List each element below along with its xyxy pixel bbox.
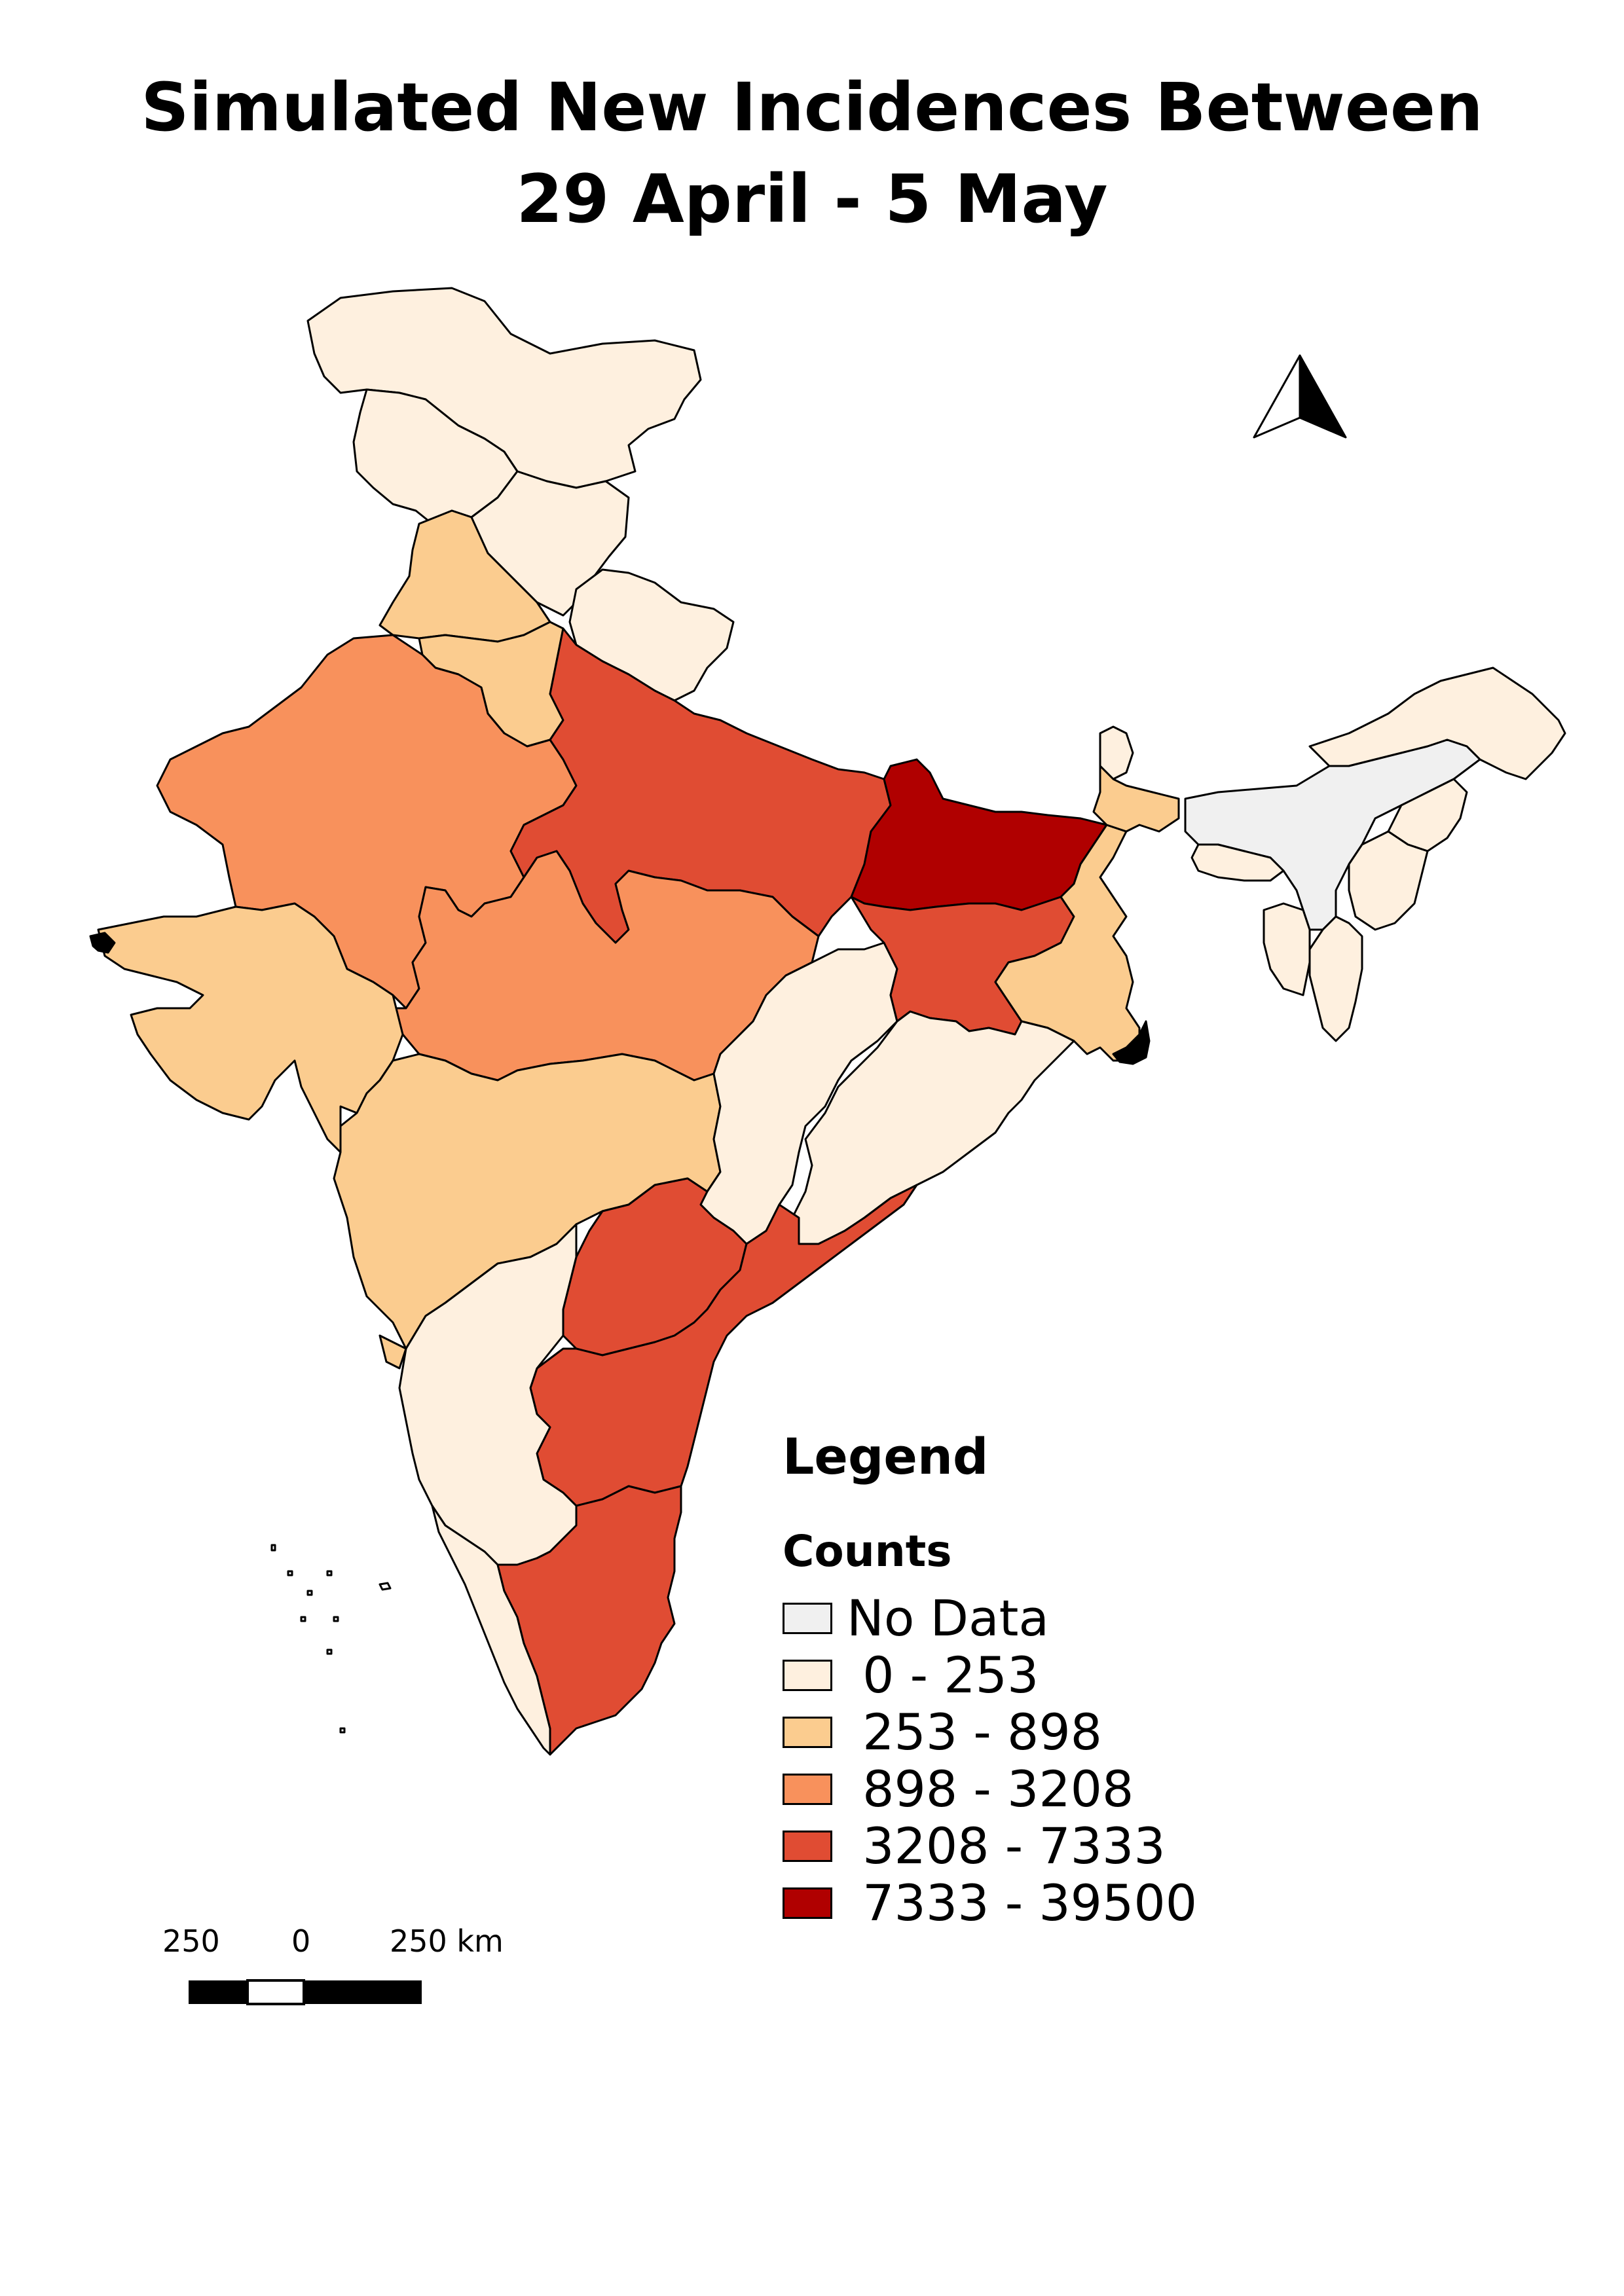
legend-swatch xyxy=(783,1659,832,1691)
region-west-bengal xyxy=(994,824,1141,1062)
region-karnataka xyxy=(398,1223,578,1566)
legend-items: No Data 0 - 253 253 - 898 898 - 3208 320… xyxy=(783,1590,1197,1931)
scale-segment-2 xyxy=(246,1979,305,2005)
legend-subtitle: Counts xyxy=(783,1526,952,1576)
region-odisha xyxy=(791,1010,1075,1245)
legend-item: 898 - 3208 xyxy=(783,1760,1197,1817)
legend-swatch xyxy=(783,1830,832,1862)
region-meghalaya xyxy=(1190,843,1285,882)
region-kutch-coast xyxy=(89,932,116,954)
map-title-line-1: Simulated New Incidences Between xyxy=(141,69,1483,147)
region-bihar xyxy=(850,758,1108,911)
legend-swatch xyxy=(783,1716,832,1748)
scale-label-left: 250 xyxy=(162,1923,220,1959)
legend-title: Legend xyxy=(783,1427,989,1485)
region-goa xyxy=(378,1334,407,1370)
region-mizoram xyxy=(1308,915,1363,1042)
legend-label: 0 - 253 xyxy=(847,1646,1039,1704)
legend-label: 3208 - 7333 xyxy=(847,1817,1166,1875)
region-tamil-nadu xyxy=(496,1485,682,1756)
legend-item: 0 - 253 xyxy=(783,1647,1197,1704)
scale-label-zero: 0 xyxy=(291,1923,311,1959)
region-manipur xyxy=(1348,830,1429,931)
legend-label: 898 - 3208 xyxy=(847,1760,1134,1818)
legend-swatch xyxy=(783,1887,832,1919)
scale-segment-1 xyxy=(189,1980,248,2004)
region-gujarat xyxy=(97,902,404,1154)
scale-segment-3 xyxy=(304,1980,422,2004)
legend-item: 3208 - 7333 xyxy=(783,1817,1197,1874)
region-andhra-pradesh xyxy=(529,1184,918,1507)
legend-item: 253 - 898 xyxy=(783,1704,1197,1760)
legend-label: 7333 - 39500 xyxy=(847,1874,1198,1932)
legend-label: 253 - 898 xyxy=(847,1703,1103,1761)
region-north-bengal xyxy=(1092,765,1180,833)
legend-label: No Data xyxy=(847,1589,1049,1647)
region-tripura xyxy=(1263,902,1311,996)
map-legend: Legend Counts No Data 0 - 253 253 - 898 … xyxy=(783,1427,1197,1931)
map-title: Simulated New Incidences Between 29 Apri… xyxy=(0,62,1624,246)
legend-item: No Data xyxy=(783,1590,1197,1647)
legend-swatch xyxy=(783,1773,832,1805)
region-lakshadweep-islands xyxy=(270,1544,392,1734)
scale-bar-graphic xyxy=(189,1979,422,2005)
north-arrow-icon xyxy=(1253,354,1347,439)
region-sundarbans-coast xyxy=(1112,1020,1151,1065)
legend-swatch xyxy=(783,1602,832,1634)
map-title-line-2: 29 April - 5 May xyxy=(516,160,1108,238)
scale-label-right: 250 km xyxy=(390,1923,504,1959)
legend-item: 7333 - 39500 xyxy=(783,1874,1197,1931)
